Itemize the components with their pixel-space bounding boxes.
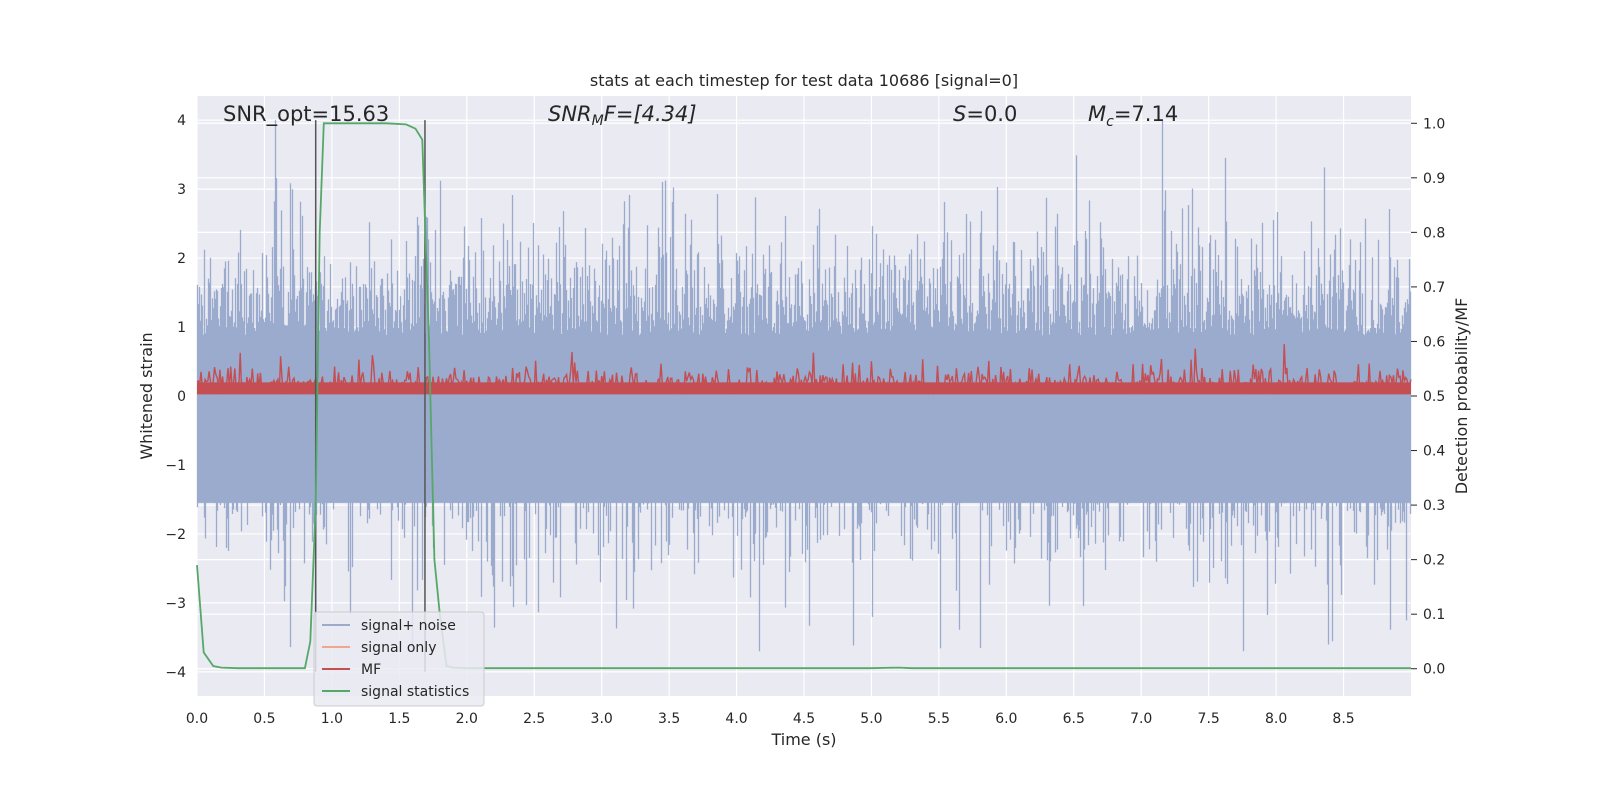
y-tick-label: −3	[165, 596, 186, 612]
mc-base: M	[1088, 102, 1106, 126]
chart-title: stats at each timestep for test data 106…	[590, 71, 1018, 90]
x-tick-label: 2.5	[523, 711, 545, 727]
mc-sub: c	[1106, 114, 1114, 130]
y2-tick-label: 0.7	[1423, 280, 1445, 296]
y2-tick-labels: 1.0 0.9 0.8 0.7 0.6 0.5 0.4 0.3 0.2 0.1 0.0	[1411, 116, 1445, 678]
y-tick-label: 4	[177, 113, 186, 129]
x-tick-label: 5.5	[928, 711, 950, 727]
mf-line	[196, 344, 1412, 396]
y2-tick-label: 0.4	[1423, 444, 1445, 460]
x-tick-label: 7.0	[1130, 711, 1152, 727]
x-tick-label: 6.0	[995, 711, 1017, 727]
y2-tick-label: 1.0	[1423, 116, 1445, 132]
mf-series	[196, 344, 1412, 396]
y2-tick-label: 0.5	[1423, 389, 1445, 405]
annotation-mc: Mc=7.14	[1088, 102, 1178, 130]
y-tick-label: 0	[177, 389, 186, 405]
x-axis-label: Time (s)	[770, 730, 836, 749]
y-tick-label: −4	[165, 665, 186, 681]
s-label: S	[953, 102, 966, 126]
x-tick-label: 1.5	[388, 711, 410, 727]
x-tick-label: 7.5	[1198, 711, 1220, 727]
x-tick-label: 1.0	[321, 711, 343, 727]
y-tick-label: 3	[177, 182, 186, 198]
signal-statistics-line	[196, 122, 1411, 670]
y-tick-label: −1	[165, 458, 186, 474]
mf-base-fill	[197, 382, 1411, 395]
s-value: =0.0	[966, 102, 1017, 126]
annotation-s: S=0.0	[953, 102, 1017, 126]
y2-tick-label: 0.2	[1423, 553, 1445, 569]
snr-mf-rest-f: F=[4.34]	[604, 102, 697, 126]
y-axis-label: Whitened strain	[137, 332, 156, 459]
x-tick-label: 0.0	[186, 711, 208, 727]
x-tick-label: 5.0	[860, 711, 882, 727]
snr-mf-sub: M	[592, 113, 604, 129]
x-tick-label: 4.0	[725, 711, 747, 727]
y-tick-label: 1	[177, 320, 186, 336]
x-tick-label: 3.0	[591, 711, 613, 727]
y2-tick-label: 0.1	[1423, 607, 1445, 623]
mc-value: =7.14	[1114, 102, 1178, 126]
y2-tick-label: 0.8	[1423, 225, 1445, 241]
legend-label-signal-noise: signal+ noise	[361, 618, 456, 634]
x-tick-label: 8.0	[1265, 711, 1287, 727]
x-tick-label: 0.5	[253, 711, 275, 727]
y2-tick-label: 0.6	[1423, 334, 1445, 350]
x-tick-label: 2.0	[456, 711, 478, 727]
signal-statistics-series	[196, 122, 1411, 670]
y2-tick-label: 0.9	[1423, 171, 1445, 187]
y2-tick-label: 0.3	[1423, 498, 1445, 514]
signal-noise-core	[197, 396, 1411, 503]
y-tick-label: 2	[177, 251, 186, 267]
legend-label-signal-statistics: signal statistics	[361, 684, 469, 700]
annotation-snr-opt: SNR_opt=15.63	[223, 102, 389, 127]
x-tick-label: 8.5	[1332, 711, 1354, 727]
y-tick-labels: 4 3 2 1 0 −1 −2 −3 −4	[165, 113, 186, 681]
legend-label-signal-only: signal only	[361, 640, 436, 656]
annotation-snr-mf: SNRMF=[4.34]	[548, 102, 697, 129]
x-tick-label: 3.5	[658, 711, 680, 727]
legend-box	[313, 611, 485, 707]
y2-axis-label: Detection probability/MF	[1452, 298, 1471, 495]
legend: signal+ noise signal only MF signal stat…	[313, 611, 485, 707]
x-tick-label: 6.5	[1063, 711, 1085, 727]
x-tick-labels: 0.0 0.5 1.0 1.5 2.0 2.5 3.0 3.5 4.0 4.5 5.0 5.5 6.0 6…	[186, 711, 1355, 727]
x-tick-label: 4.5	[793, 711, 815, 727]
legend-label-mf: MF	[361, 662, 381, 678]
y-tick-label: −2	[165, 527, 186, 543]
y2-tick-label: 0.0	[1423, 662, 1445, 678]
snr-mf-base: SNR	[548, 102, 592, 126]
